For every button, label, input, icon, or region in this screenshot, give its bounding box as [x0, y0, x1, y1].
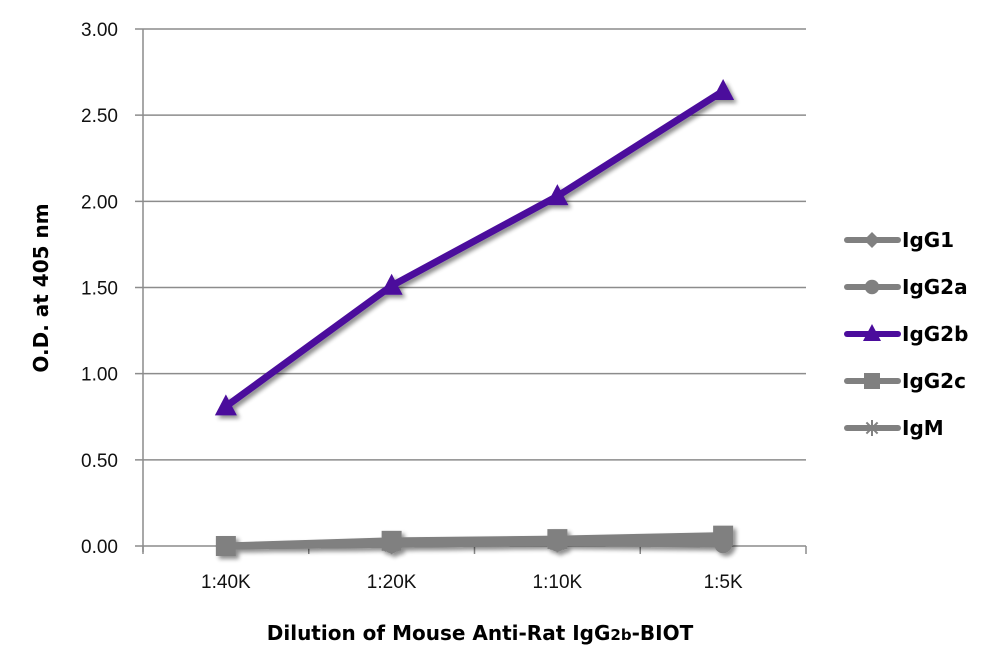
y-tick-label: 1.00 — [81, 365, 118, 386]
x-tick-label: 1:20K — [367, 572, 417, 593]
star-marker — [215, 536, 236, 556]
triangle-marker — [712, 79, 735, 101]
star-marker — [864, 420, 880, 436]
x-axis-title: Dilution of Mouse Anti-Rat IgG2b-BIOT — [267, 621, 694, 645]
legend-item-igg2a: IgG2a — [844, 275, 968, 299]
triangle-marker — [863, 324, 881, 341]
gridlines — [135, 28, 806, 547]
y-tick-label: 2.50 — [81, 106, 118, 127]
y-tick-label: 3.00 — [81, 20, 118, 41]
y-axis-title: O.D. at 405 nm — [29, 203, 53, 372]
triangle-marker — [546, 184, 569, 206]
legend-item-igg2b: IgG2b — [844, 322, 968, 346]
x-tick-label: 1:40K — [201, 572, 251, 593]
x-tick-label: 1:10K — [533, 572, 583, 593]
axes — [142, 29, 807, 554]
series-line — [225, 537, 724, 550]
legend: IgG1 IgG2a IgG2b IgG2c IgM — [844, 228, 968, 440]
data-series — [214, 79, 735, 556]
legend-label: IgM — [902, 416, 944, 440]
series-line — [223, 88, 725, 410]
star-marker — [713, 530, 734, 551]
x-tick-label: 1:5K — [704, 572, 743, 593]
y-tick-label: 1.50 — [81, 279, 118, 300]
legend-label: IgG2b — [902, 322, 968, 346]
x-axis-ticks: 1:40K 1:20K 1:10K 1:5K — [201, 572, 743, 593]
y-axis-ticks: 0.00 0.50 1.00 1.50 2.00 2.50 3.00 — [81, 20, 118, 558]
star-marker — [381, 534, 402, 555]
triangle-marker — [380, 273, 403, 295]
series-igg2b — [214, 79, 735, 416]
square-marker — [864, 373, 880, 389]
circle-marker — [864, 279, 880, 295]
legend-label: IgG2a — [902, 275, 968, 299]
diamond-marker — [864, 232, 880, 248]
triangle-marker — [214, 394, 237, 416]
y-tick-label: 2.00 — [81, 192, 118, 213]
legend-label: IgG2c — [902, 369, 966, 393]
star-marker — [547, 532, 568, 553]
legend-item-igm: IgM — [844, 416, 944, 440]
y-tick-label: 0.00 — [81, 537, 118, 558]
legend-item-igg2c: IgG2c — [844, 369, 966, 393]
legend-item-igg1: IgG1 — [844, 228, 954, 252]
y-tick-label: 0.50 — [81, 451, 118, 472]
legend-label: IgG1 — [902, 228, 954, 252]
series-igm — [215, 530, 734, 556]
